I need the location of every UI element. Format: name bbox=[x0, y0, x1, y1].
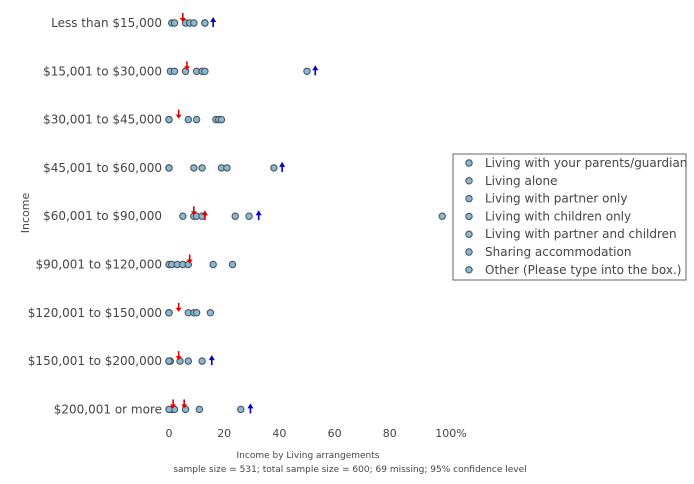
legend-marker bbox=[465, 194, 473, 203]
category-label: $15,001 to $30,000 bbox=[43, 64, 162, 78]
category-label: Less than $15,000 bbox=[51, 16, 162, 30]
legend-marker bbox=[465, 177, 473, 185]
data-point bbox=[184, 357, 193, 365]
data-point bbox=[303, 67, 311, 76]
data-point bbox=[201, 19, 209, 27]
annotation-arrow bbox=[186, 254, 193, 264]
legend-entry: Living with children only bbox=[485, 209, 631, 223]
annotation-arrow bbox=[175, 109, 182, 119]
data-point bbox=[223, 164, 231, 172]
category-label: $90,001 to $120,000 bbox=[35, 258, 162, 272]
annotation-arrow bbox=[247, 403, 254, 414]
annotation-arrow bbox=[175, 302, 182, 312]
data-point bbox=[237, 405, 245, 414]
data-point bbox=[201, 67, 209, 76]
legend-marker bbox=[465, 266, 473, 274]
x-tick-label: 20 bbox=[217, 427, 231, 440]
legend-marker bbox=[465, 230, 473, 238]
data-point bbox=[270, 164, 278, 172]
category-label: $30,001 to $45,000 bbox=[43, 113, 162, 127]
annotation-arrows bbox=[170, 13, 319, 414]
data-point bbox=[228, 260, 237, 269]
x-axis-ticks: 0 20 40 60 80 100% bbox=[166, 427, 467, 440]
data-point bbox=[217, 115, 226, 124]
annotation-arrow bbox=[183, 61, 190, 71]
data-point bbox=[192, 309, 201, 317]
data-point bbox=[170, 19, 179, 27]
data-point bbox=[184, 115, 193, 124]
category-label: $60,001 to $90,000 bbox=[43, 209, 162, 223]
legend-entry: Sharing accommodation bbox=[485, 245, 631, 259]
data-point bbox=[165, 164, 173, 172]
legend-entry: Living with your parents/guardian bbox=[485, 156, 687, 170]
y-axis-title: Income bbox=[19, 193, 32, 234]
data-point bbox=[165, 309, 173, 317]
data-point bbox=[198, 164, 206, 172]
annotation-arrow bbox=[279, 161, 286, 172]
legend-box bbox=[452, 153, 687, 281]
x-tick-label: 0 bbox=[166, 427, 173, 440]
data-point bbox=[190, 19, 198, 27]
data-point bbox=[245, 212, 253, 220]
annotation-arrow bbox=[201, 210, 208, 221]
x-axis-title: Income by Living arrangements bbox=[237, 451, 380, 461]
data-point bbox=[231, 212, 239, 220]
legend-entry: Living with partner only bbox=[485, 192, 628, 206]
annotation-arrow bbox=[175, 351, 182, 361]
annotation-arrow bbox=[210, 17, 217, 27]
data-point bbox=[179, 212, 187, 220]
legend-entry: Other (Please type into the box.) bbox=[485, 263, 681, 277]
data-point bbox=[170, 67, 179, 76]
annotation-arrow bbox=[208, 355, 215, 366]
data-point bbox=[209, 260, 217, 269]
annotation-arrow bbox=[190, 206, 197, 216]
data-point bbox=[165, 405, 173, 414]
category-label: $45,001 to $60,000 bbox=[43, 161, 162, 175]
legend-entry: Living alone bbox=[485, 174, 558, 188]
data-point bbox=[190, 164, 198, 172]
legend-marker bbox=[465, 248, 473, 256]
data-point bbox=[198, 357, 206, 365]
x-tick-label: 40 bbox=[272, 427, 286, 440]
data-point bbox=[192, 115, 201, 124]
annotation-arrow bbox=[255, 210, 262, 221]
data-point bbox=[165, 357, 173, 365]
legend-entry: Living with partner and children bbox=[485, 227, 677, 241]
legend: Living with your parents/guardian Living … bbox=[452, 153, 687, 281]
legend-marker bbox=[465, 159, 473, 167]
data-point bbox=[165, 115, 173, 124]
annotation-arrow bbox=[181, 399, 188, 409]
category-label: $120,001 to $150,000 bbox=[28, 306, 162, 320]
category-label: $150,001 to $200,000 bbox=[28, 354, 162, 368]
category-label: $200,001 or more bbox=[54, 402, 162, 416]
annotation-arrow bbox=[312, 65, 319, 76]
x-tick-label: 60 bbox=[328, 427, 342, 440]
data-point bbox=[195, 405, 204, 414]
annotation-arrow bbox=[170, 399, 177, 409]
category-rows: Less than $15,000 $15,001 to $30,000 $30,0… bbox=[28, 16, 162, 416]
chart-subtitle: sample size = 531; total sample size = 6… bbox=[173, 465, 526, 475]
annotation-arrow bbox=[179, 13, 186, 22]
x-tick-label: 80 bbox=[383, 427, 397, 440]
data-point bbox=[438, 212, 446, 220]
data-points bbox=[165, 19, 446, 414]
legend-marker bbox=[465, 212, 473, 221]
x-tick-label: 100% bbox=[435, 427, 466, 440]
data-point bbox=[206, 309, 215, 317]
